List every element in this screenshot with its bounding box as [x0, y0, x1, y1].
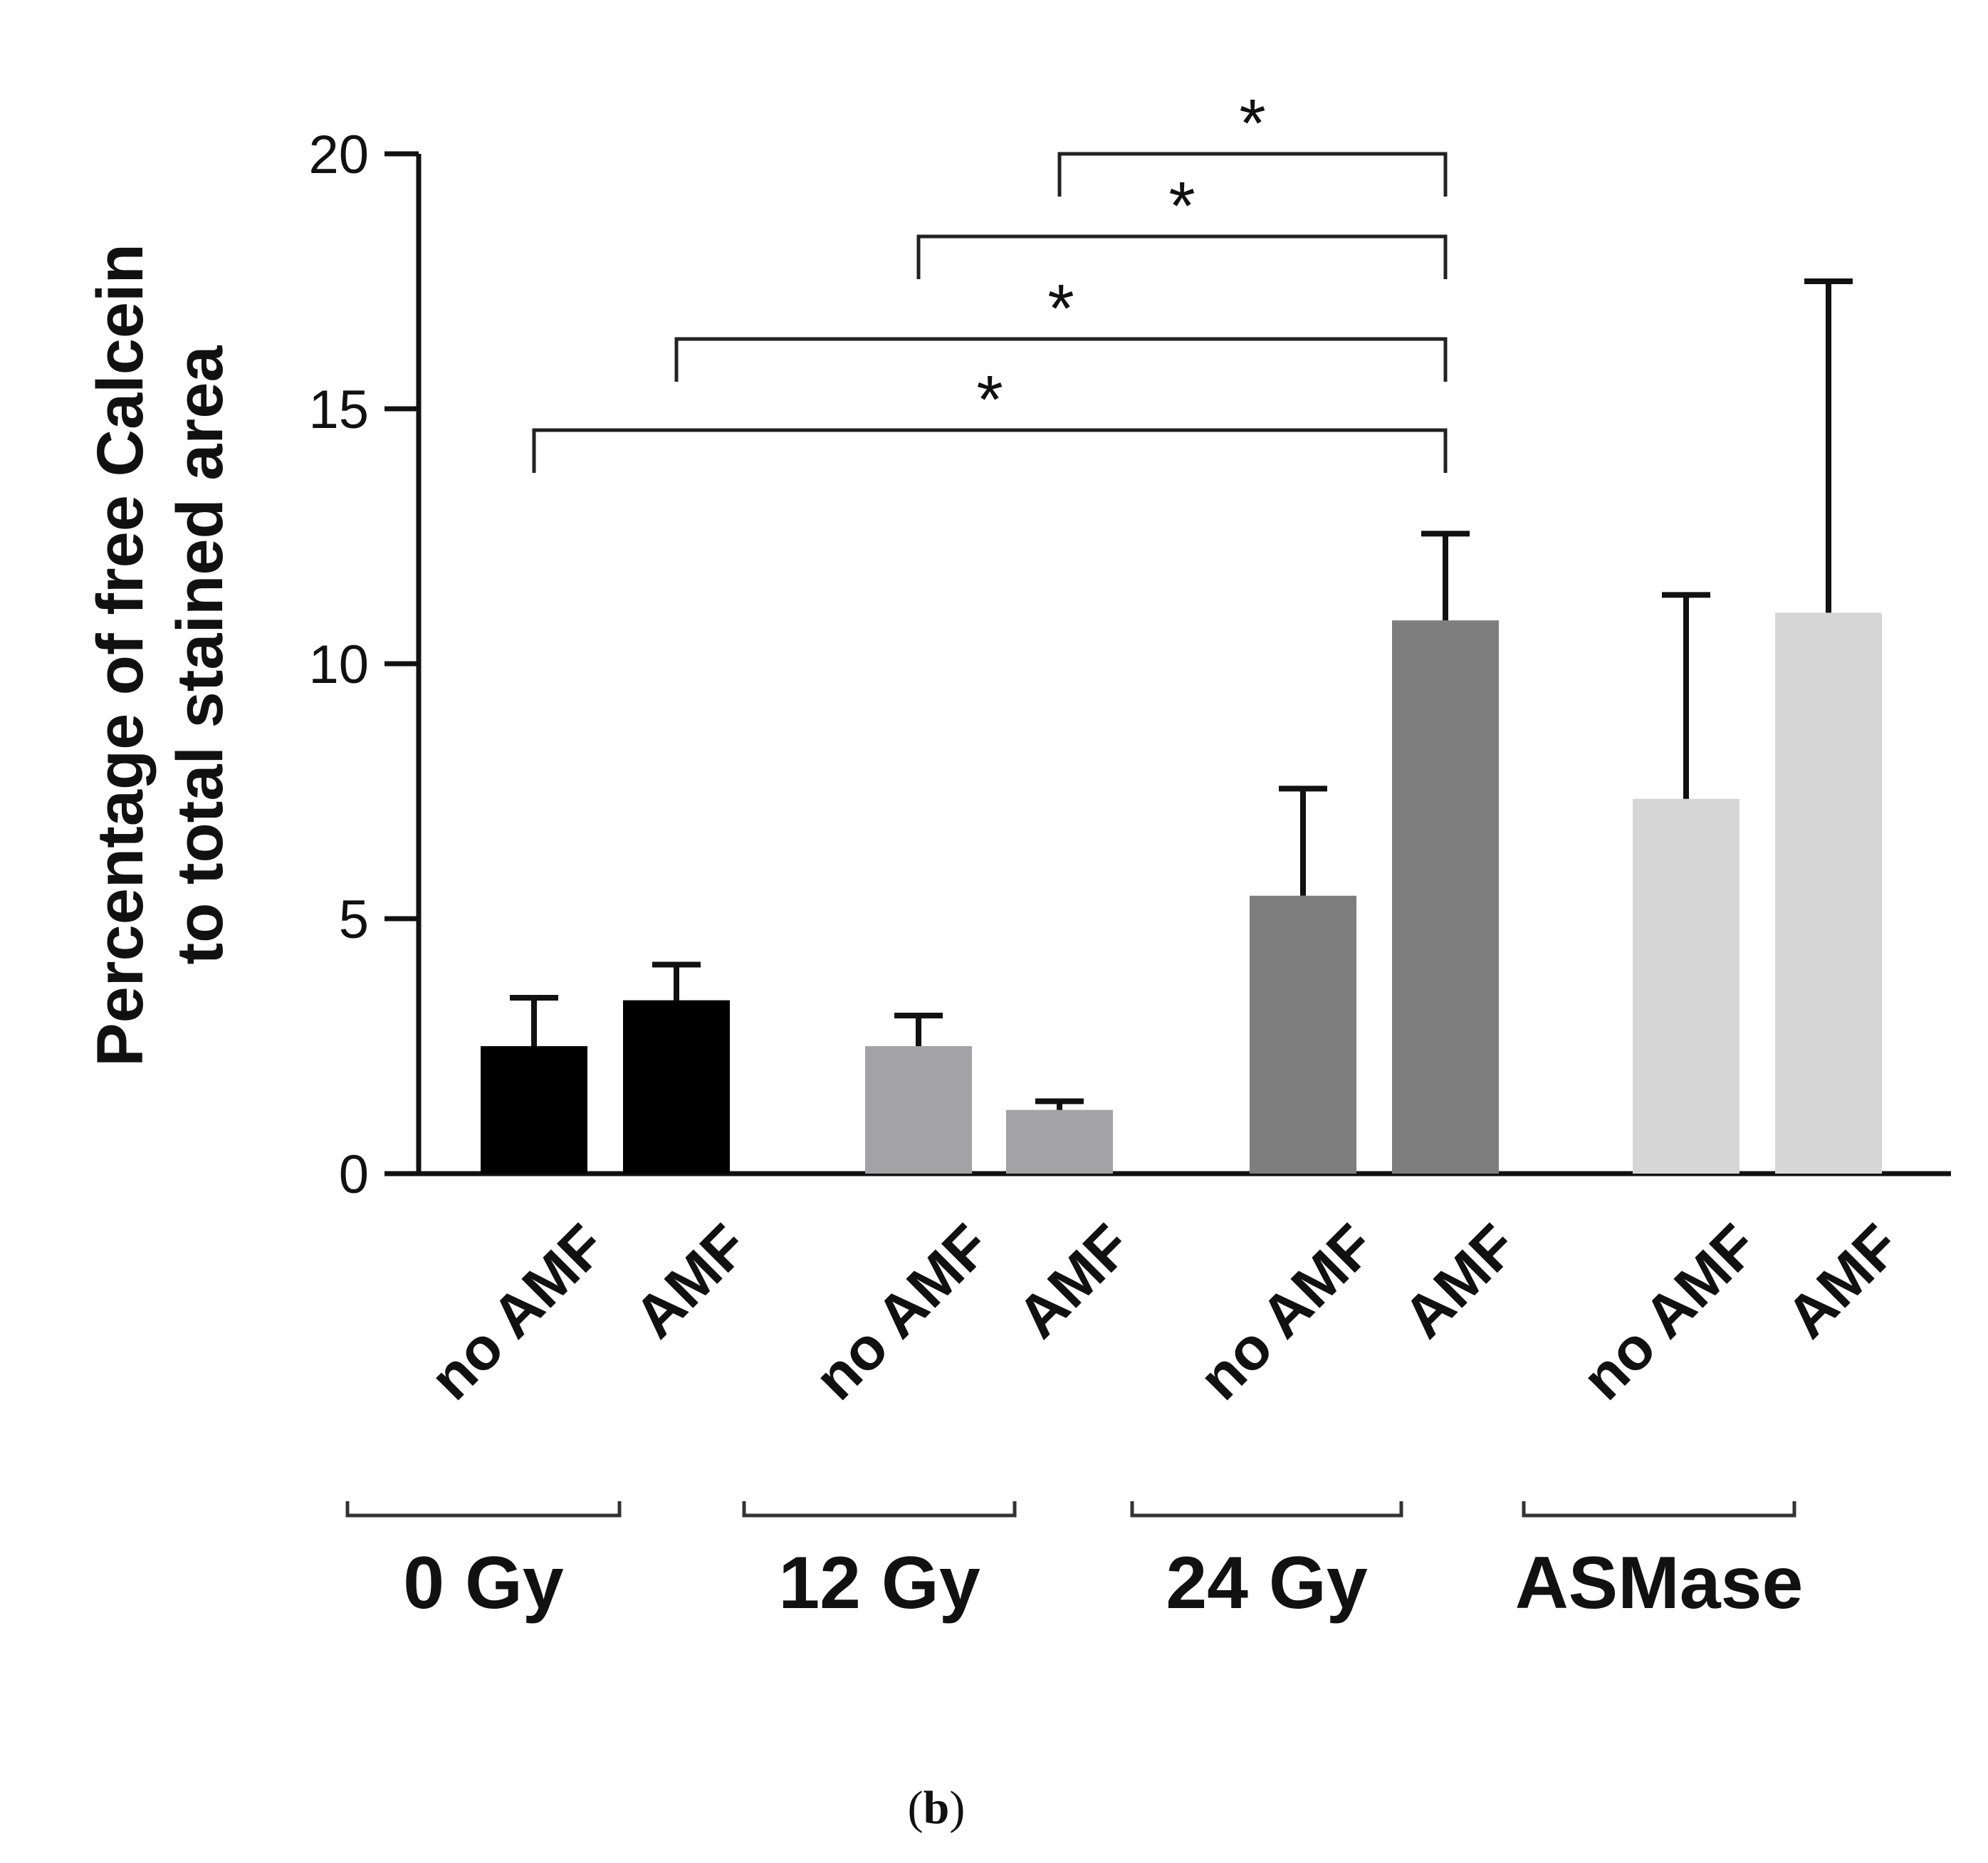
- x-category-labels: no AMF AMF no AMF AMF no AMF AMF no AMF AMF: [417, 1211, 1913, 1412]
- bar: [1250, 895, 1356, 1174]
- group-label: ASMase: [1515, 1542, 1804, 1624]
- significance-bracket: [674, 337, 1448, 382]
- y-tick-label: 5: [339, 889, 369, 950]
- significance-bracket: [1057, 152, 1448, 197]
- bar: [865, 1046, 972, 1174]
- bar: [1633, 798, 1740, 1174]
- bar: [623, 1000, 730, 1174]
- caption-close: ): [949, 1782, 965, 1834]
- y-axis-title-line: Percentage of free Calcein: [84, 244, 157, 1067]
- group-bracket: [1130, 1501, 1403, 1518]
- figure-caption: (b): [908, 1782, 966, 1834]
- bar: [1775, 612, 1882, 1174]
- group-bracket: [345, 1501, 622, 1518]
- bar: [1392, 620, 1499, 1174]
- x-category-label: AMF: [622, 1211, 760, 1350]
- error-bars: [510, 278, 1853, 1110]
- significance-star: *: [1168, 168, 1195, 244]
- y-tick-label: 15: [308, 380, 369, 440]
- x-category-label: AMF: [1774, 1211, 1913, 1350]
- y-tick-label: 0: [339, 1144, 369, 1205]
- significance-star: *: [1239, 85, 1265, 162]
- x-category-label: no AMF: [1186, 1211, 1387, 1412]
- bar: [1006, 1110, 1113, 1174]
- y-axis-title-line: to total stained area: [164, 345, 236, 965]
- y-tick-label: 20: [308, 125, 369, 185]
- y-axis-label: Percentage of free Calcein to total stain…: [84, 244, 236, 1067]
- group-label: 0 Gy: [403, 1542, 564, 1624]
- caption-letter: b: [924, 1782, 950, 1834]
- significance-bracket: [916, 234, 1448, 279]
- bar: [481, 1046, 587, 1174]
- caption-open: (: [908, 1782, 924, 1834]
- x-category-label: no AMF: [802, 1211, 1003, 1412]
- group-label: 24 Gy: [1166, 1542, 1367, 1624]
- y-axis-title: Percentage of free Calcein to total stain…: [84, 244, 236, 1067]
- x-category-label: no AMF: [1569, 1211, 1770, 1412]
- bars: [481, 612, 1882, 1174]
- x-category-label: AMF: [1391, 1211, 1529, 1350]
- significance-brackets: * * * *: [532, 85, 1448, 473]
- significance-bracket: [532, 428, 1448, 473]
- group-labels: 0 Gy 12 Gy 24 Gy ASMase: [345, 1501, 1804, 1624]
- y-tick-label: 10: [308, 635, 369, 695]
- x-category-label: AMF: [1005, 1211, 1144, 1350]
- significance-star: *: [976, 362, 1003, 438]
- group-bracket: [1522, 1501, 1796, 1518]
- group-bracket: [742, 1501, 1017, 1518]
- x-category-label: no AMF: [417, 1211, 618, 1412]
- group-label: 12 Gy: [778, 1542, 980, 1624]
- significance-star: *: [1047, 271, 1074, 347]
